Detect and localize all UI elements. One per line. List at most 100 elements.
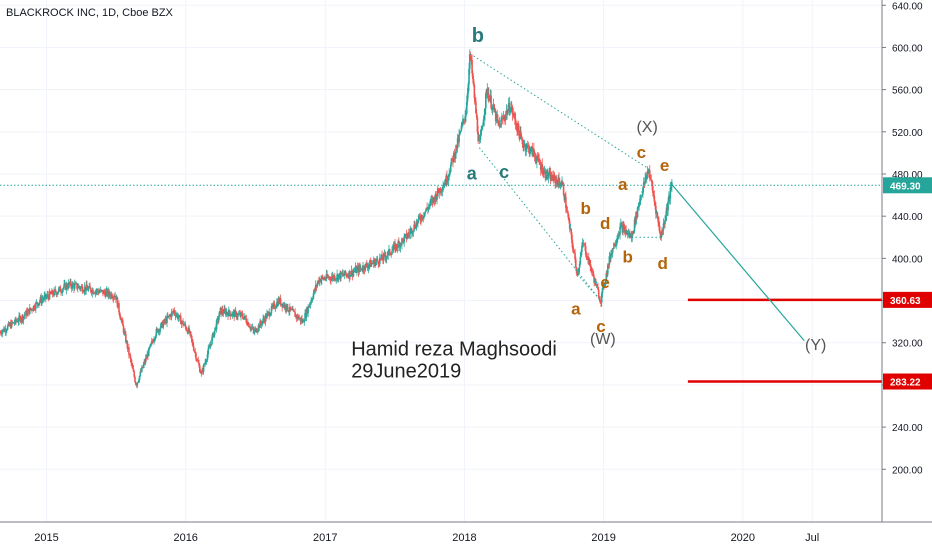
candle-body <box>648 170 651 179</box>
candle-body <box>423 212 426 217</box>
candle-body <box>577 272 579 274</box>
candle-body <box>129 355 132 359</box>
candle-body <box>378 257 381 265</box>
candle-body <box>207 348 210 355</box>
candle-body <box>660 235 663 239</box>
candle-body <box>414 224 416 229</box>
candle-body <box>255 328 258 333</box>
candle-body <box>208 347 210 349</box>
candle-body <box>149 344 152 348</box>
candle-body <box>190 334 193 339</box>
candle-body <box>35 302 37 309</box>
candle-body <box>143 361 145 365</box>
candle-body <box>213 331 216 337</box>
candle-body <box>31 308 33 311</box>
wave-label: (Y) <box>805 337 826 354</box>
candle-body <box>36 302 39 305</box>
candle-body <box>175 314 177 317</box>
candle-body <box>211 337 213 345</box>
candle-body <box>94 291 97 294</box>
candle-body <box>66 284 68 288</box>
trendline <box>478 147 601 301</box>
projection-line <box>671 184 805 342</box>
candle-body <box>585 254 588 258</box>
candle-body <box>616 237 619 240</box>
candle-body <box>145 357 148 359</box>
candle-body <box>221 309 224 313</box>
candle-body <box>334 279 337 280</box>
candle-body <box>26 311 29 316</box>
candle-body <box>153 339 155 343</box>
candle-body <box>470 57 473 60</box>
candle-body <box>562 183 565 195</box>
candle-body <box>130 358 132 363</box>
candle-body <box>240 312 243 315</box>
candle-body <box>264 315 267 323</box>
candle-body <box>23 315 26 317</box>
candle-body <box>42 299 45 301</box>
candle-body <box>321 276 323 280</box>
candle-body <box>41 299 43 303</box>
candle-body <box>425 207 428 211</box>
candle-body <box>150 343 152 345</box>
candle-body <box>390 254 393 256</box>
candle-body <box>198 362 200 366</box>
candle-body <box>131 362 133 366</box>
candle-body <box>641 194 643 197</box>
candle-body <box>523 145 525 148</box>
candle-body <box>48 291 51 300</box>
candle-body <box>57 288 60 293</box>
candle-body <box>80 286 82 289</box>
candle-body <box>78 285 81 288</box>
x-tick-label: 2016 <box>173 532 197 544</box>
candle-body <box>349 271 351 277</box>
candle-body <box>205 361 207 363</box>
candle-body <box>547 176 550 178</box>
candle-body <box>448 174 450 176</box>
trendline <box>576 273 601 301</box>
candle-body <box>313 289 316 294</box>
candle-body <box>272 304 274 307</box>
candle-body <box>204 362 206 365</box>
candle-body <box>468 68 470 85</box>
target-level-tag: 360.63 <box>890 296 921 307</box>
candle-body <box>38 303 40 306</box>
candle-body <box>309 303 312 305</box>
candle-body <box>640 196 643 197</box>
candle-body <box>632 230 635 234</box>
candle-body <box>655 205 657 214</box>
candle-body <box>203 364 206 366</box>
candle-body <box>284 304 287 310</box>
candle-body <box>113 296 116 298</box>
y-tick-label: 200.00 <box>892 465 923 476</box>
candle-body <box>375 260 377 262</box>
y-tick-label: 640.00 <box>892 1 923 12</box>
candle-body <box>467 84 470 94</box>
candle-body <box>256 331 258 333</box>
candle-body <box>473 85 476 99</box>
candle-body <box>350 274 352 277</box>
candle-body <box>370 263 373 267</box>
candle-body <box>430 200 432 202</box>
candle-body <box>472 73 474 80</box>
candle-body <box>252 327 254 330</box>
candle-body <box>490 95 492 109</box>
candle-body <box>199 372 202 374</box>
candle-body <box>613 243 615 249</box>
candle-body <box>552 174 555 181</box>
candle-body <box>47 294 49 297</box>
candle-body <box>270 306 273 313</box>
candle-body <box>622 225 624 233</box>
candle-body <box>478 140 480 142</box>
candle-body <box>314 284 317 290</box>
candle-body <box>340 272 343 275</box>
candle-body <box>144 357 147 363</box>
candle-body <box>661 229 664 231</box>
candle-body <box>189 331 192 335</box>
candle-body <box>597 289 600 298</box>
candle-body <box>459 132 461 135</box>
candle-body <box>584 244 586 247</box>
candle-body <box>637 207 640 208</box>
candle-body <box>508 102 511 113</box>
wave-label: c <box>637 143 646 162</box>
